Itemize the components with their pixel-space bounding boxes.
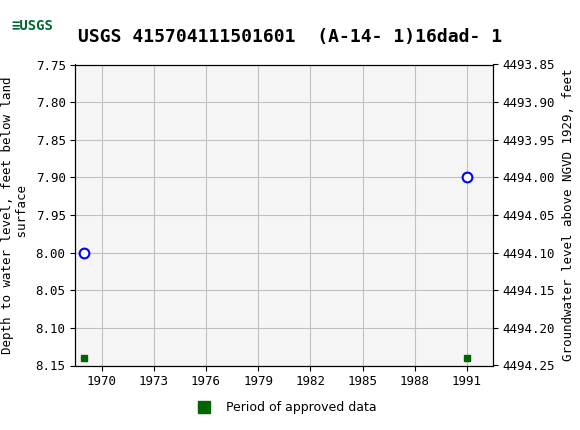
Legend: Period of approved data: Period of approved data bbox=[186, 396, 382, 419]
FancyBboxPatch shape bbox=[3, 4, 61, 47]
Text: USGS 415704111501601  (A-14- 1)16dad- 1: USGS 415704111501601 (A-14- 1)16dad- 1 bbox=[78, 28, 502, 46]
Y-axis label: Depth to water level, feet below land
 surface: Depth to water level, feet below land su… bbox=[1, 76, 29, 354]
Text: ≡USGS: ≡USGS bbox=[11, 19, 53, 33]
Y-axis label: Groundwater level above NGVD 1929, feet: Groundwater level above NGVD 1929, feet bbox=[562, 69, 575, 361]
